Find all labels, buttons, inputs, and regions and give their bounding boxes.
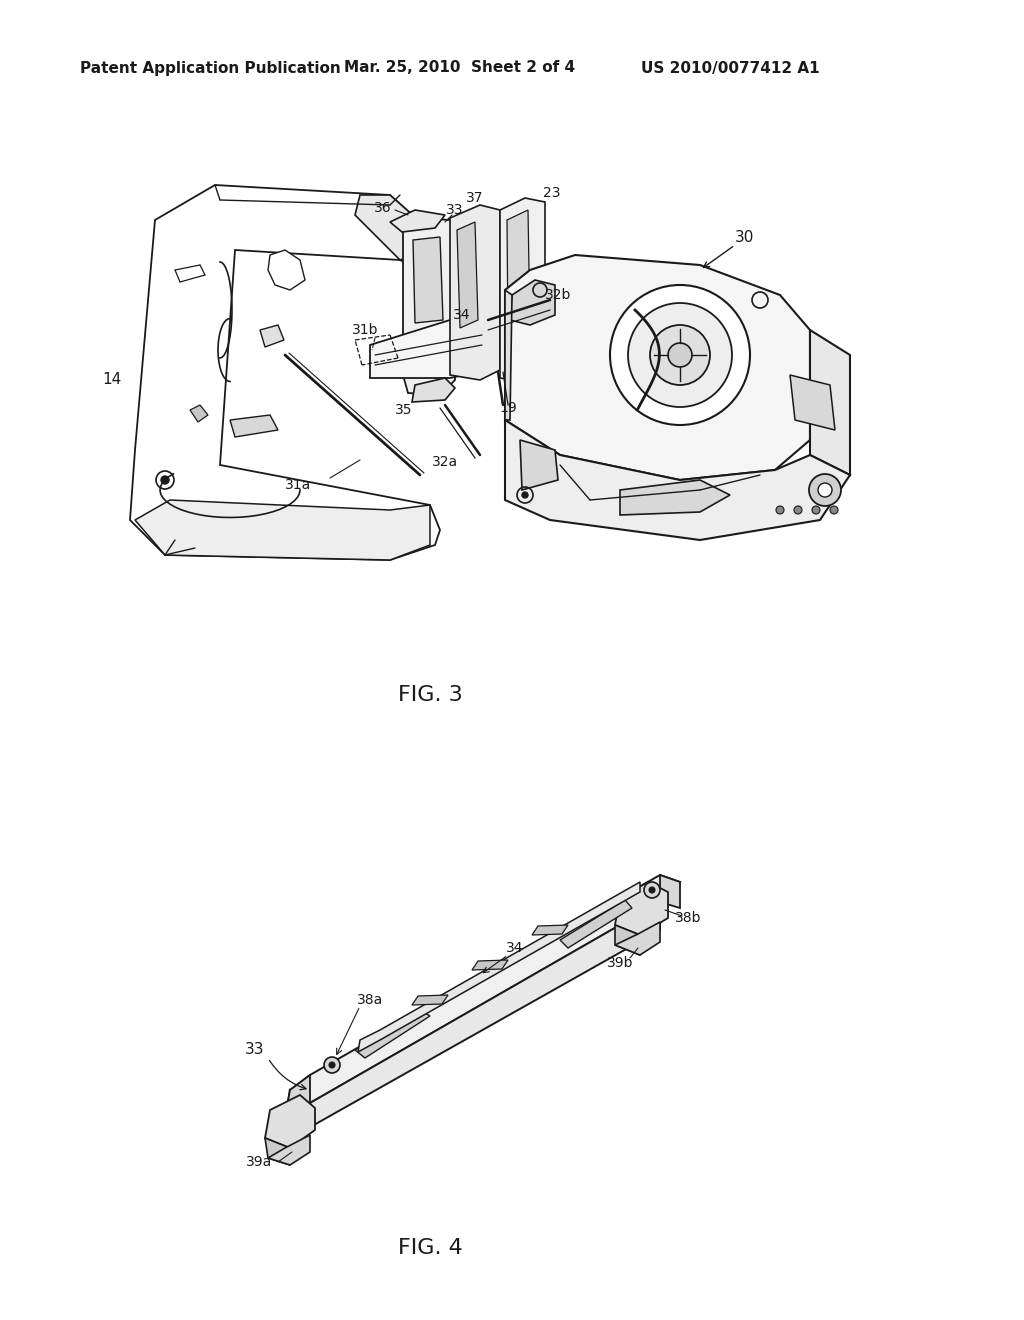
Circle shape xyxy=(809,474,841,506)
Text: Patent Application Publication: Patent Application Publication xyxy=(80,61,340,75)
Polygon shape xyxy=(472,960,508,970)
Circle shape xyxy=(649,887,655,894)
Text: FIG. 3: FIG. 3 xyxy=(397,685,463,705)
Text: 32a: 32a xyxy=(432,455,458,469)
Polygon shape xyxy=(285,1074,310,1125)
Polygon shape xyxy=(790,375,835,430)
Polygon shape xyxy=(265,1138,290,1166)
Text: 33: 33 xyxy=(446,203,464,216)
Polygon shape xyxy=(190,405,208,422)
Text: 39b: 39b xyxy=(607,956,633,970)
Polygon shape xyxy=(660,875,680,908)
Circle shape xyxy=(650,325,710,385)
Polygon shape xyxy=(412,995,449,1005)
Polygon shape xyxy=(505,290,512,420)
Polygon shape xyxy=(520,440,558,490)
Polygon shape xyxy=(615,921,660,954)
Polygon shape xyxy=(412,378,455,403)
Polygon shape xyxy=(615,882,668,935)
Text: FIG. 4: FIG. 4 xyxy=(397,1238,463,1258)
Polygon shape xyxy=(285,902,660,1130)
Polygon shape xyxy=(268,249,305,290)
Polygon shape xyxy=(413,238,443,323)
Circle shape xyxy=(628,304,732,407)
Polygon shape xyxy=(810,330,850,475)
Text: US 2010/0077412 A1: US 2010/0077412 A1 xyxy=(641,61,819,75)
Polygon shape xyxy=(505,420,850,540)
Text: 37: 37 xyxy=(466,191,483,205)
Circle shape xyxy=(161,477,169,484)
Polygon shape xyxy=(355,195,435,260)
Circle shape xyxy=(610,285,750,425)
Polygon shape xyxy=(260,325,284,347)
Circle shape xyxy=(776,506,784,513)
Text: 31b: 31b xyxy=(352,323,378,337)
Polygon shape xyxy=(507,210,530,341)
Polygon shape xyxy=(510,280,555,325)
Polygon shape xyxy=(457,222,478,327)
Text: 23: 23 xyxy=(544,186,561,201)
Circle shape xyxy=(668,343,692,367)
Text: 31a: 31a xyxy=(285,478,311,492)
Polygon shape xyxy=(358,882,640,1052)
Text: 39a: 39a xyxy=(246,1155,272,1170)
Text: 36: 36 xyxy=(375,201,392,215)
Circle shape xyxy=(794,506,802,513)
Text: 34: 34 xyxy=(454,308,471,322)
Polygon shape xyxy=(370,319,490,378)
Polygon shape xyxy=(500,198,545,381)
Text: 30: 30 xyxy=(735,231,755,246)
Text: 14: 14 xyxy=(102,372,122,388)
Polygon shape xyxy=(355,1010,430,1059)
Text: 38b: 38b xyxy=(675,911,701,925)
Circle shape xyxy=(191,536,199,544)
Polygon shape xyxy=(230,414,278,437)
Circle shape xyxy=(830,506,838,513)
Text: 32b: 32b xyxy=(545,288,571,302)
Circle shape xyxy=(644,882,660,898)
Polygon shape xyxy=(130,185,440,560)
Polygon shape xyxy=(450,205,500,380)
Polygon shape xyxy=(290,875,680,1104)
Circle shape xyxy=(329,1063,335,1068)
Polygon shape xyxy=(268,1135,310,1166)
Polygon shape xyxy=(620,480,730,515)
Polygon shape xyxy=(403,218,455,395)
Text: 38a: 38a xyxy=(357,993,383,1007)
Circle shape xyxy=(818,483,831,498)
Text: 35: 35 xyxy=(394,403,412,417)
Polygon shape xyxy=(532,925,568,935)
Circle shape xyxy=(522,492,528,498)
Text: Mar. 25, 2010  Sheet 2 of 4: Mar. 25, 2010 Sheet 2 of 4 xyxy=(344,61,575,75)
Circle shape xyxy=(812,506,820,513)
Polygon shape xyxy=(505,255,810,480)
Polygon shape xyxy=(560,900,632,948)
Circle shape xyxy=(324,1057,340,1073)
Polygon shape xyxy=(390,210,445,232)
Polygon shape xyxy=(135,500,430,560)
Text: 34: 34 xyxy=(506,941,523,954)
Text: 19: 19 xyxy=(499,401,517,414)
Polygon shape xyxy=(615,925,640,954)
Polygon shape xyxy=(265,1096,315,1148)
Text: 33: 33 xyxy=(246,1043,265,1057)
